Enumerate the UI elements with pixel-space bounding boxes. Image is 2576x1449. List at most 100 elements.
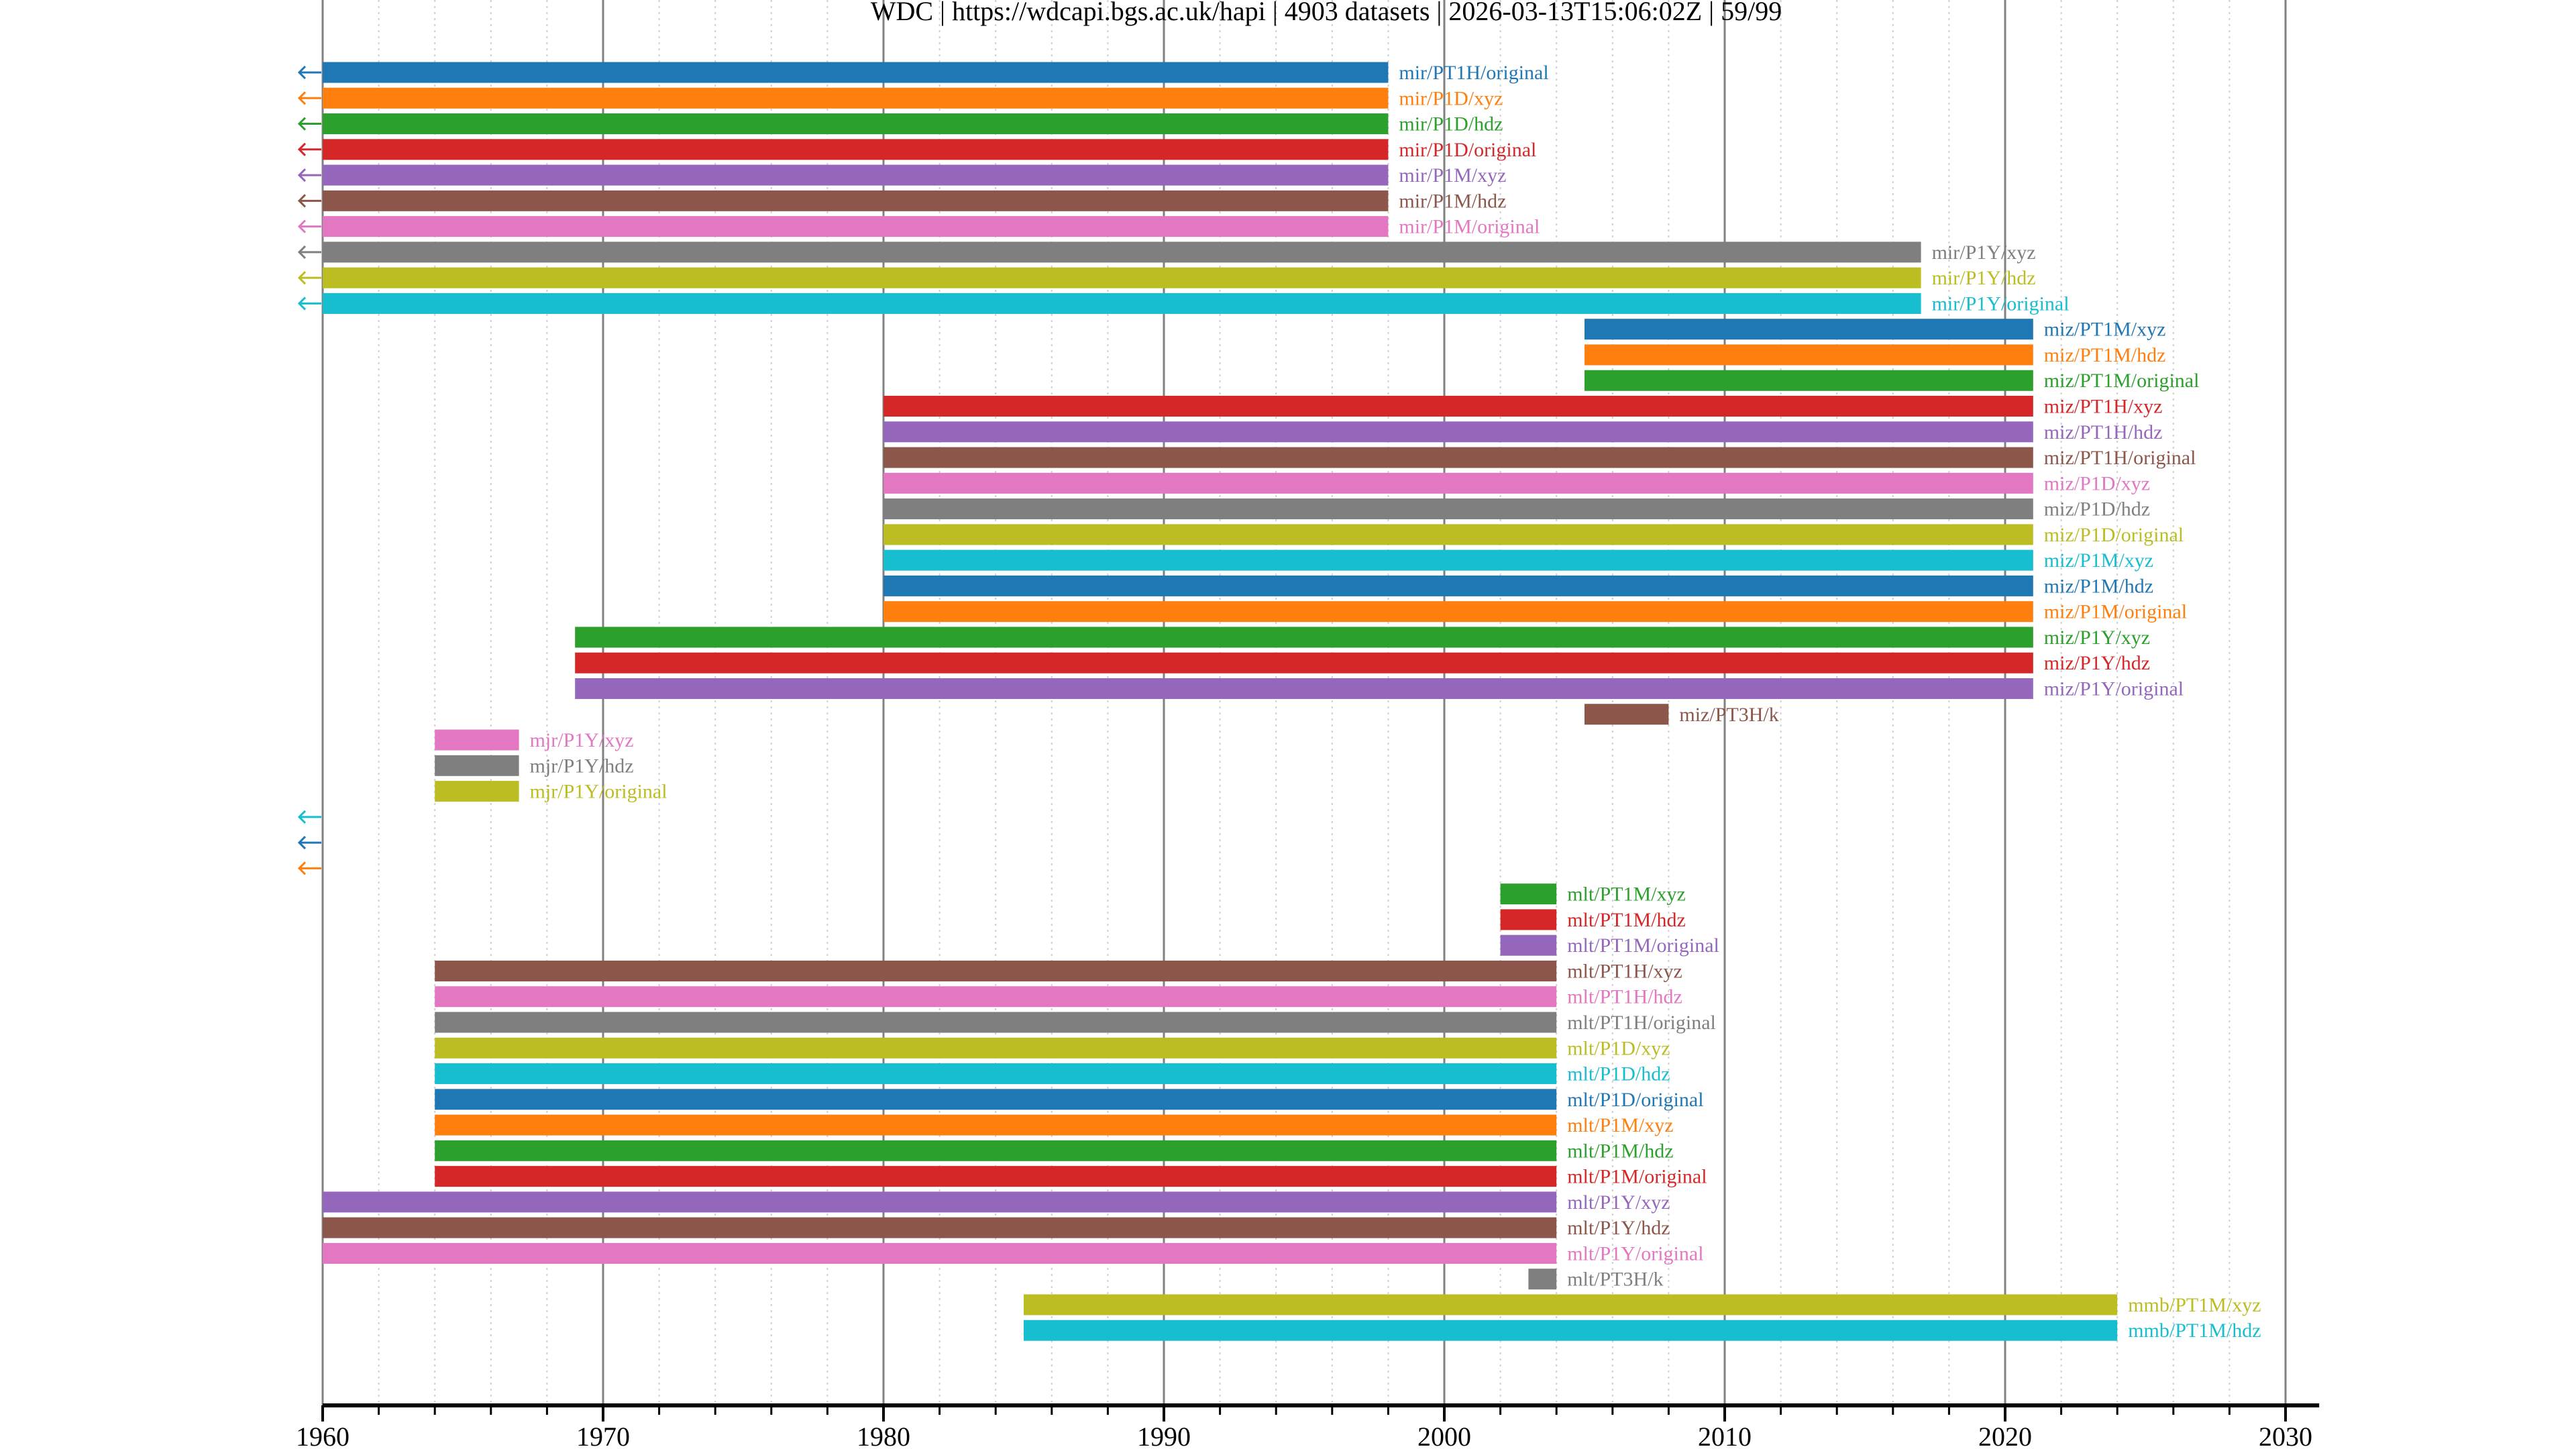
dataset-row: mlt/P1M/original <box>435 1166 1707 1188</box>
dataset-label: mlt/P1M/original <box>1567 1166 1707 1188</box>
chart-title: WDC | https://wdcapi.bgs.ac.uk/hapi | 49… <box>871 0 1782 26</box>
dataset-bar <box>1024 1320 2118 1341</box>
dataset-row: miz/P1D/xyz <box>883 472 2150 494</box>
dataset-row: miz/P1M/original <box>883 601 2187 623</box>
dataset-bar <box>883 447 2033 468</box>
dataset-label: mlt/PT1H/original <box>1567 1012 1716 1034</box>
x-tick-label: 2020 <box>1978 1421 2032 1449</box>
dataset-row: miz/P1M/xyz <box>883 549 2153 572</box>
dataset-label: mlt/P1M/hdz <box>1567 1140 1673 1162</box>
arrowhead-icon <box>297 810 307 824</box>
dataset-bar <box>1500 934 1557 956</box>
dataset-bar <box>323 62 1389 83</box>
dataset-bar <box>435 729 519 751</box>
dataset-bar <box>1585 370 2033 391</box>
dataset-row: miz/PT1H/xyz <box>883 396 2162 418</box>
dataset-row: mir/P1M/xyz <box>297 164 1506 186</box>
dataset-bar <box>883 575 2033 596</box>
dataset-bar <box>575 678 2033 699</box>
x-tick-label: 2030 <box>2259 1421 2312 1449</box>
dataset-label: mlt/PT1H/xyz <box>1567 960 1682 982</box>
dataset-bar <box>1585 319 2033 340</box>
dataset-label: mir/P1M/xyz <box>1399 164 1506 186</box>
dataset-row: mir/P1D/xyz <box>297 87 1503 109</box>
x-tick-label: 2010 <box>1698 1421 1752 1449</box>
dataset-label: miz/P1D/original <box>2044 524 2184 546</box>
dataset-row: miz/P1D/hdz <box>883 498 2150 521</box>
x-tick-label: 2000 <box>1417 1421 1471 1449</box>
dataset-row: mir/P1M/hdz <box>297 190 1506 212</box>
arrowhead-icon <box>297 194 307 208</box>
dataset-row <box>297 810 321 824</box>
dataset-label: mlt/P1D/xyz <box>1567 1037 1670 1059</box>
dataset-row: mlt/PT1M/xyz <box>1500 883 1686 906</box>
dataset-label: mlt/P1D/original <box>1567 1089 1703 1111</box>
dataset-label: mlt/P1Y/xyz <box>1567 1191 1670 1214</box>
dataset-label: mjr/P1Y/hdz <box>530 755 634 777</box>
dataset-label: mlt/PT1M/xyz <box>1567 883 1686 906</box>
dataset-label: miz/PT1M/xyz <box>2044 319 2166 341</box>
dataset-bar <box>323 1191 1557 1213</box>
dataset-bar <box>323 1217 1557 1238</box>
dataset-label: mlt/P1Y/hdz <box>1567 1217 1670 1239</box>
dataset-row: mir/P1D/hdz <box>297 113 1503 136</box>
dataset-bar <box>323 216 1389 237</box>
dataset-bar <box>883 524 2033 545</box>
arrowhead-icon <box>297 297 307 311</box>
dataset-row: mlt/PT1M/hdz <box>1500 909 1686 931</box>
arrowhead-icon <box>297 91 307 105</box>
dataset-row: mlt/P1Y/hdz <box>323 1217 1670 1239</box>
dataset-label: miz/PT1M/original <box>2044 370 2200 392</box>
dataset-label: miz/PT1H/original <box>2044 447 2196 469</box>
dataset-bar <box>435 781 519 802</box>
dataset-label: miz/P1D/xyz <box>2044 472 2150 494</box>
dataset-label: miz/P1Y/original <box>2044 678 2184 700</box>
dataset-label: mlt/PT1H/hdz <box>1567 986 1682 1008</box>
x-tick-label: 1970 <box>576 1421 630 1449</box>
x-tick-label: 1980 <box>857 1421 910 1449</box>
dataset-label: mir/P1Y/original <box>1932 292 2070 315</box>
dataset-bar <box>323 1242 1557 1264</box>
dataset-label: mir/PT1H/original <box>1399 62 1548 84</box>
dataset-label: mir/P1D/xyz <box>1399 87 1503 109</box>
dataset-row: miz/PT1H/hdz <box>883 421 2162 443</box>
dataset-label: mlt/P1Y/original <box>1567 1242 1703 1265</box>
dataset-label: miz/P1Y/hdz <box>2044 652 2150 674</box>
dataset-label: miz/P1M/xyz <box>2044 549 2153 572</box>
dataset-label: mir/P1M/hdz <box>1399 190 1506 212</box>
dataset-bar <box>435 960 1557 981</box>
dataset-bar <box>883 421 2033 443</box>
dataset-bar <box>435 1140 1557 1161</box>
x-axis-ticks: 1960 1970 1980 1990 2000 2010 2020 2030 <box>296 1405 2312 1449</box>
dataset-label: mlt/PT1M/original <box>1567 934 1719 957</box>
dataset-label: mjr/P1Y/xyz <box>530 729 634 751</box>
dataset-label: mir/P1D/original <box>1399 139 1536 161</box>
dataset-label: mlt/P1M/xyz <box>1567 1114 1673 1136</box>
dataset-bar <box>1024 1294 2118 1316</box>
dataset-label: miz/PT1H/xyz <box>2044 396 2163 418</box>
dataset-row: mlt/PT1H/original <box>435 1012 1716 1034</box>
arrowhead-icon <box>297 142 307 156</box>
x-axis: 1960 1970 1980 1990 2000 2010 2020 2030 <box>296 1403 2320 1449</box>
dataset-bar <box>323 292 1921 314</box>
dataset-row: mlt/PT3H/k <box>1528 1269 1664 1291</box>
dataset-bar <box>323 267 1921 288</box>
dataset-label: miz/PT1M/hdz <box>2044 344 2166 366</box>
dataset-bar <box>323 139 1389 160</box>
dataset-row: mlt/PT1H/xyz <box>435 960 1682 982</box>
dataset-row: miz/P1Y/original <box>575 678 2184 700</box>
dataset-row: mlt/P1Y/xyz <box>323 1191 1670 1214</box>
dataset-row: mjr/P1Y/xyz <box>435 729 634 751</box>
dataset-bar <box>883 472 2033 494</box>
dataset-row: mlt/P1M/hdz <box>435 1140 1674 1162</box>
dataset-label: miz/P1M/original <box>2044 601 2187 623</box>
dataset-label: mjr/P1Y/original <box>530 781 667 803</box>
arrowhead-icon <box>297 65 307 80</box>
arrowhead-icon <box>297 861 307 875</box>
dataset-bar <box>1585 344 2033 366</box>
dataset-bar <box>435 1063 1557 1085</box>
arrowhead-icon <box>297 271 307 285</box>
dataset-row: mir/P1Y/xyz <box>297 241 2036 264</box>
dataset-row: mlt/P1M/xyz <box>435 1114 1674 1136</box>
